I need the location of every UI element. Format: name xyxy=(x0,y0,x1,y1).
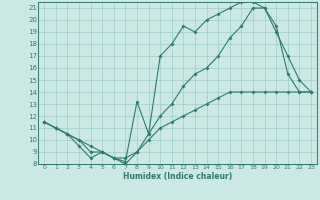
X-axis label: Humidex (Indice chaleur): Humidex (Indice chaleur) xyxy=(123,172,232,181)
